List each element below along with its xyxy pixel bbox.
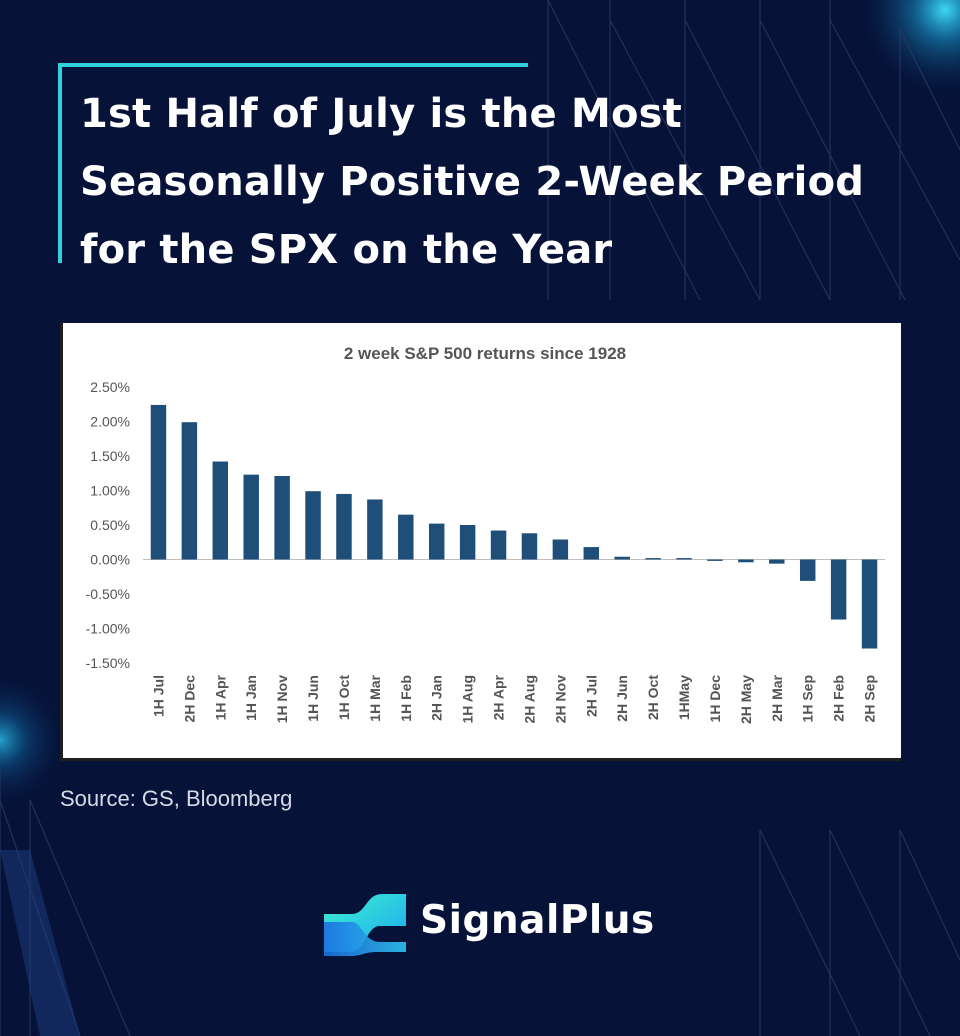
- bar: [398, 514, 414, 560]
- headline-frame-top-rule: [58, 63, 528, 67]
- y-tick-label: -0.50%: [86, 586, 130, 602]
- bar: [428, 523, 445, 560]
- y-tick-label: 2.50%: [90, 379, 130, 395]
- bar: [769, 559, 785, 564]
- bar: [738, 559, 754, 563]
- x-tick-label: 1H Aug: [460, 675, 476, 723]
- headline-frame: [58, 63, 530, 263]
- signalplus-logo-icon: [324, 894, 406, 956]
- bar: [459, 525, 476, 560]
- x-tick-label: 2H Sep: [862, 675, 878, 722]
- y-tick-label: 1.50%: [90, 448, 130, 464]
- bar: [212, 461, 229, 560]
- x-tick-label: 2H Apr: [491, 674, 507, 720]
- x-tick-label: 2H Jul: [583, 675, 599, 717]
- bar: [274, 476, 290, 560]
- bar: [583, 547, 600, 560]
- x-tick-label: 2H Oct: [645, 675, 661, 720]
- bar: [367, 499, 383, 560]
- bar: [336, 493, 352, 560]
- x-tick-label: 2H Nov: [552, 675, 568, 723]
- bar: [521, 533, 538, 560]
- x-tick-label: 2H Mar: [769, 674, 785, 721]
- x-tick-label: 1HMay: [676, 675, 692, 720]
- bar: [181, 422, 198, 560]
- bar: [676, 558, 692, 560]
- bar-chart: 2 week S&P 500 returns since 1928 2.50% 2…: [86, 344, 885, 724]
- x-tick-label: 2H Feb: [831, 675, 847, 722]
- x-tick-label: 1H Dec: [707, 675, 723, 723]
- headline-frame-left-rule: [58, 63, 62, 263]
- x-tick-label: 2H Dec: [181, 675, 197, 723]
- y-tick-label: 1.00%: [90, 483, 130, 499]
- y-tick-label: -1.00%: [86, 621, 130, 637]
- bar: [243, 474, 259, 560]
- bar: [645, 558, 661, 560]
- y-tick-label: -1.50%: [86, 655, 130, 671]
- x-tick-label: 1H Jul: [150, 675, 166, 717]
- source-note: Source: GS, Bloomberg: [60, 786, 293, 811]
- y-tick-label: 0.00%: [90, 552, 130, 568]
- y-tick-label: 2.00%: [90, 414, 130, 430]
- bar: [150, 404, 167, 560]
- x-tick-label: 1H Jun: [305, 675, 321, 722]
- x-tick-label: 1H Oct: [336, 675, 352, 720]
- bar: [305, 491, 321, 560]
- bar: [552, 539, 569, 560]
- x-tick-label: 2H May: [738, 675, 754, 724]
- x-tick-label: 1H Jan: [243, 675, 259, 721]
- brand-name: SignalPlus: [420, 898, 655, 943]
- x-tick-label: 1H Feb: [398, 675, 414, 722]
- x-tick-label: 1H Mar: [367, 674, 383, 721]
- x-tick-label: 1H Nov: [274, 675, 290, 723]
- brand: SignalPlus: [322, 892, 655, 958]
- x-tick-label: 2H Jun: [614, 675, 630, 722]
- x-tick-label: 1H Sep: [800, 675, 816, 722]
- bar: [490, 530, 507, 560]
- bar: [830, 559, 847, 620]
- bar: [861, 559, 878, 649]
- y-tick-label: 0.50%: [90, 517, 130, 533]
- headline: 1st Half of July is the Most Seasonally …: [80, 91, 865, 273]
- chart-panel: 2 week S&P 500 returns since 1928 2.50% 2…: [60, 323, 901, 761]
- bar: [799, 559, 816, 581]
- x-tick-label: 2H Aug: [521, 675, 537, 723]
- x-tick-label: 2H Jan: [429, 675, 445, 721]
- chart-title: 2 week S&P 500 returns since 1928: [344, 344, 626, 363]
- bar: [707, 559, 723, 561]
- bar: [614, 556, 630, 560]
- x-tick-label: 1H Apr: [212, 674, 228, 720]
